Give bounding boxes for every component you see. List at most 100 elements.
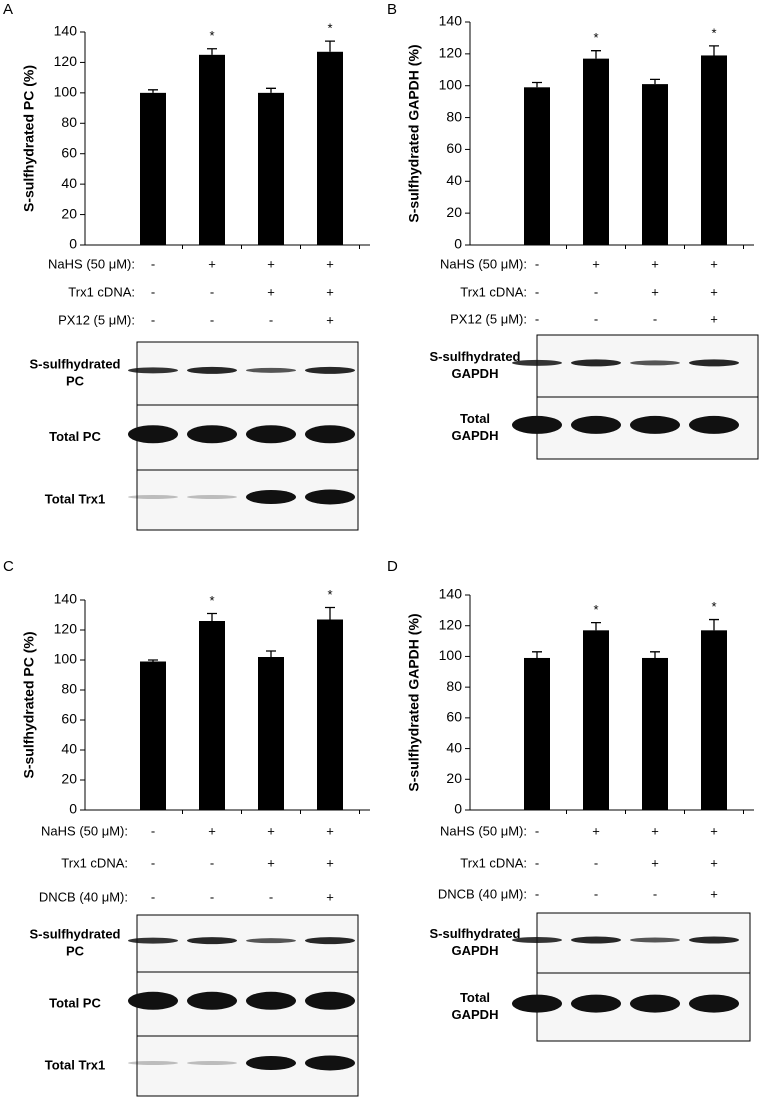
blot-band (246, 425, 296, 444)
bar (524, 87, 550, 245)
blot-label: GAPDH (452, 1007, 499, 1022)
condition-label: Trx1 cDNA: (460, 284, 527, 299)
blot-band (246, 938, 296, 944)
blot-band (128, 425, 178, 444)
condition-sign: - (210, 312, 214, 327)
blot-band (689, 415, 739, 434)
y-tick-label: 140 (439, 586, 463, 602)
error-bar (325, 40, 335, 52)
y-tick-label: 100 (54, 84, 78, 100)
blot-band (246, 1056, 296, 1070)
condition-sign: - (535, 886, 539, 901)
condition-sign: + (651, 823, 659, 838)
condition-sign: - (151, 256, 155, 271)
condition-sign: - (594, 311, 598, 326)
y-tick-label: 80 (61, 681, 77, 697)
error-bar (709, 618, 719, 631)
blot-band (187, 1061, 237, 1065)
blot-band (128, 937, 178, 944)
blot-band (187, 937, 237, 945)
y-tick-label: 60 (61, 711, 77, 727)
condition-sign: - (151, 889, 155, 904)
condition-sign: - (269, 889, 273, 904)
condition-sign: + (326, 284, 334, 299)
y-tick-label: 140 (54, 23, 78, 39)
y-tick-label: 140 (439, 13, 463, 29)
bar (140, 661, 166, 810)
condition-sign: + (208, 256, 216, 271)
y-tick-label: 60 (446, 140, 462, 156)
condition-sign: - (535, 256, 539, 271)
blot-band (630, 994, 680, 1013)
condition-label: NaHS (50 μM): (41, 823, 128, 838)
condition-sign: + (592, 823, 600, 838)
condition-sign: + (710, 284, 718, 299)
significance-mark: * (593, 30, 598, 45)
blot-band (571, 936, 621, 944)
blot-band (689, 359, 739, 367)
y-axis-label: S-sulfhydrated GAPDH (%) (406, 44, 422, 222)
bar (317, 619, 343, 810)
error-bar (148, 659, 158, 662)
y-tick-label: 100 (439, 647, 463, 663)
y-tick-label: 20 (61, 205, 77, 221)
condition-label: NaHS (50 μM): (440, 256, 527, 271)
condition-sign: + (651, 256, 659, 271)
condition-label: Trx1 cDNA: (460, 855, 527, 870)
condition-sign: + (267, 855, 275, 870)
blot-label: S-sulfhydrated (29, 926, 120, 941)
condition-sign: + (326, 256, 334, 271)
y-tick-label: 20 (61, 771, 77, 787)
blot-band (128, 367, 178, 374)
blot-band (630, 415, 680, 434)
panel-letter: A (3, 1, 13, 18)
condition-sign: - (535, 311, 539, 326)
condition-sign: - (535, 284, 539, 299)
blot-label: GAPDH (452, 366, 499, 381)
significance-mark: * (593, 602, 598, 617)
condition-sign: - (535, 855, 539, 870)
blot-band (512, 415, 562, 434)
blot-label: Total (460, 411, 490, 426)
blot-band (630, 937, 680, 943)
blot-band (305, 425, 355, 444)
panel-letter: B (387, 1, 397, 18)
condition-label: PX12 (5 μM): (58, 312, 135, 327)
y-tick-label: 0 (454, 236, 462, 252)
blot-band (187, 366, 237, 374)
y-tick-label: 120 (439, 616, 463, 632)
condition-sign: + (326, 823, 334, 838)
blot-band (305, 937, 355, 945)
condition-label: Trx1 cDNA: (68, 284, 135, 299)
y-tick-label: 80 (446, 108, 462, 124)
bar (199, 54, 225, 246)
condition-label: DNCB (40 μM): (438, 886, 527, 901)
blot-label: PC (66, 943, 85, 958)
error-bar (532, 651, 542, 658)
blot-band (128, 1061, 178, 1065)
bar (317, 51, 343, 246)
blot-label: S-sulfhydrated (429, 349, 520, 364)
significance-mark: * (209, 593, 214, 608)
y-tick-label: 60 (61, 144, 77, 160)
blot-band (571, 994, 621, 1013)
condition-sign: - (151, 284, 155, 299)
error-bar (650, 78, 660, 85)
y-tick-label: 20 (446, 770, 462, 786)
blot-band (305, 991, 355, 1010)
bar (258, 92, 284, 245)
significance-mark: * (327, 21, 332, 36)
condition-sign: - (653, 886, 657, 901)
condition-sign: + (710, 256, 718, 271)
blot-band (512, 937, 562, 943)
condition-sign: - (210, 855, 214, 870)
condition-sign: + (710, 855, 718, 870)
condition-label: Trx1 cDNA: (61, 855, 128, 870)
y-axis-label: S-sulfhydrated GAPDH (%) (406, 613, 422, 791)
condition-sign: + (326, 889, 334, 904)
bar (583, 630, 609, 810)
blot-band (689, 994, 739, 1013)
bar (701, 55, 727, 246)
condition-sign: - (151, 855, 155, 870)
condition-sign: + (267, 256, 275, 271)
